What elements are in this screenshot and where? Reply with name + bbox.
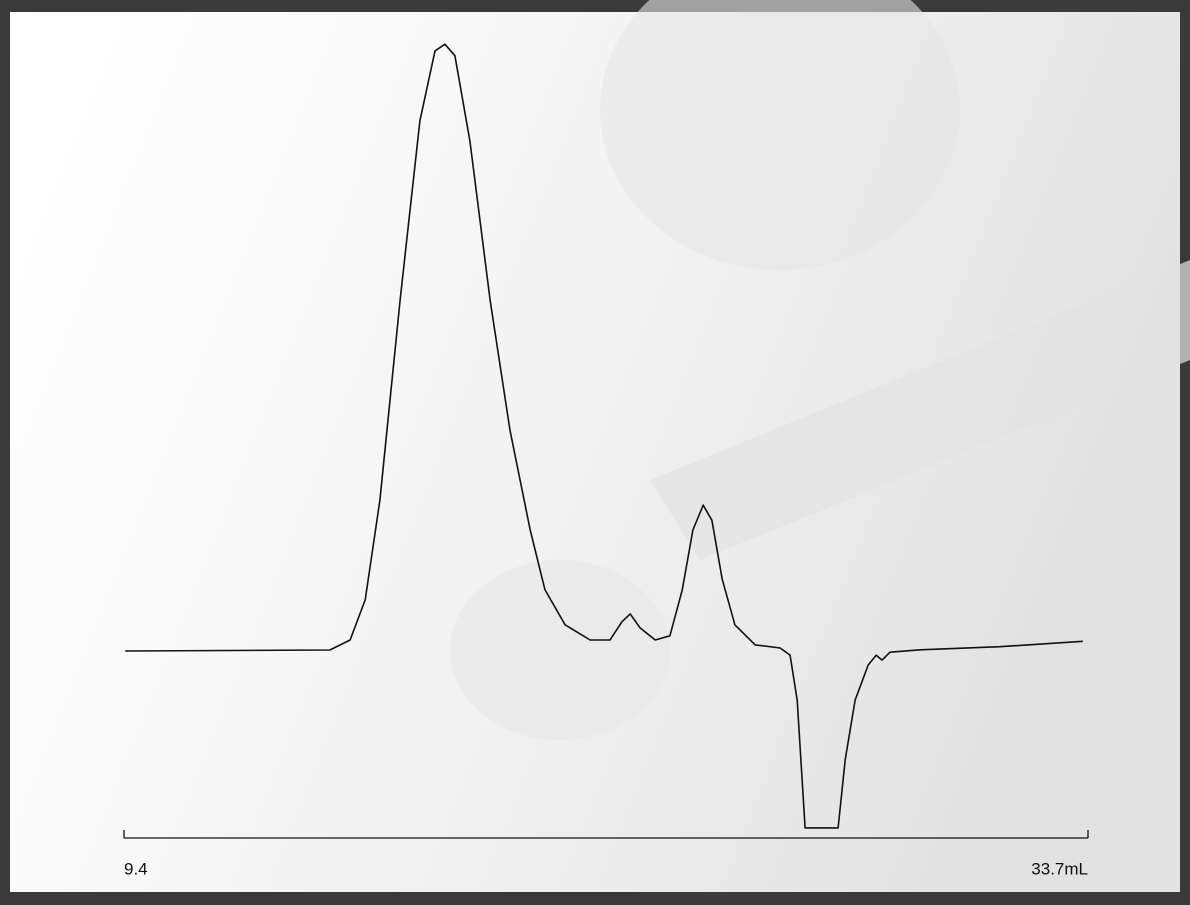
background-photo (650, 260, 1190, 560)
plot-background (10, 12, 1180, 892)
x-tick-label: 33.7mL (1031, 859, 1088, 878)
trace-line (125, 43, 1083, 829)
background-photo (600, 0, 960, 270)
background-photo (450, 560, 670, 740)
x-tick-label: 9.4 (124, 859, 148, 878)
